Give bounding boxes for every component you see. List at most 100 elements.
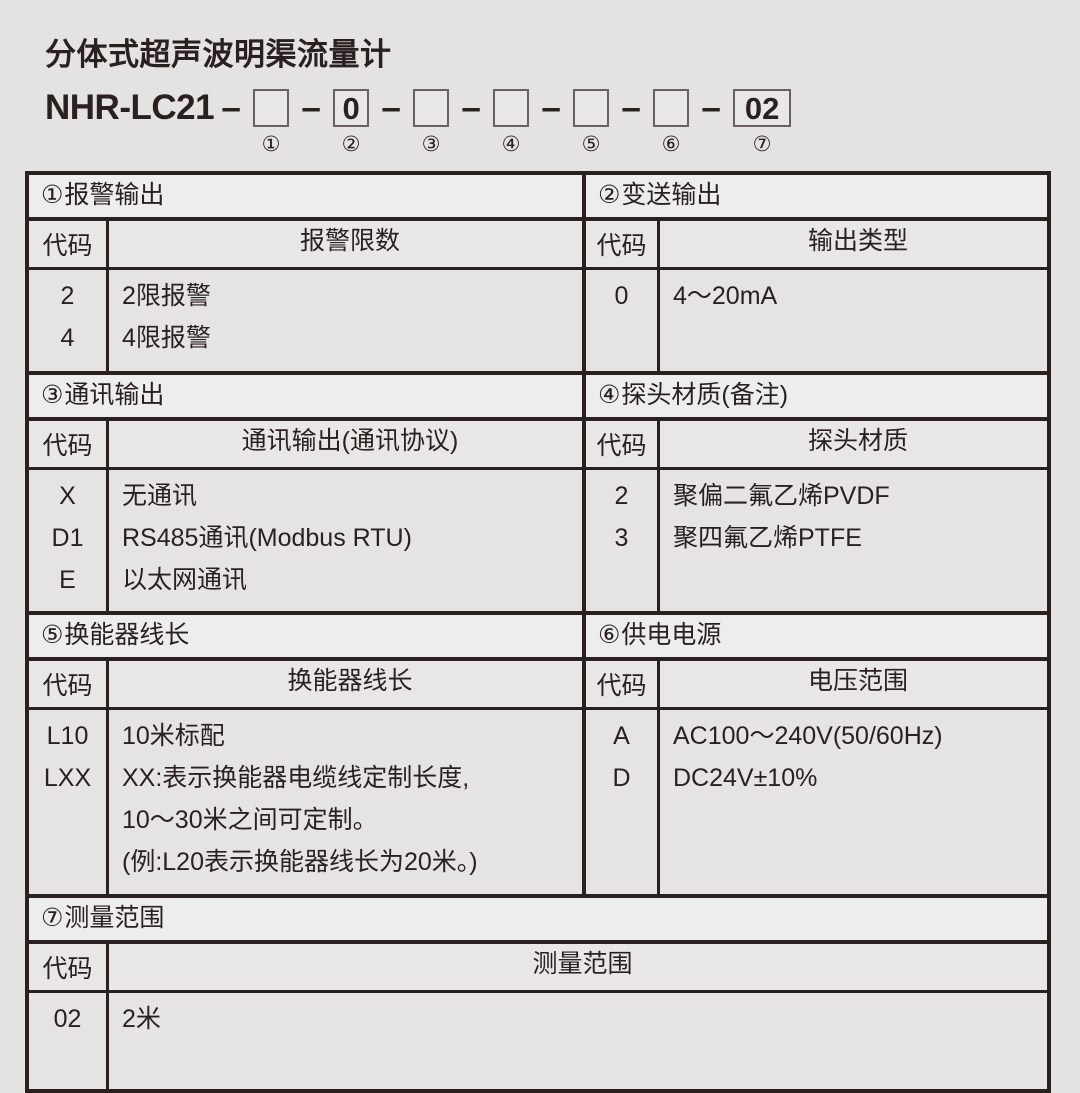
spec-section-2-marker: ②	[598, 181, 621, 210]
model-segment-7-box[interactable]: 02	[733, 89, 792, 128]
model-dash-2: –	[381, 88, 401, 128]
desc-value: 10米标配	[122, 722, 225, 751]
code-value: 2	[60, 282, 75, 311]
code-column: A D	[586, 710, 660, 895]
model-segment-4-box[interactable]	[493, 89, 530, 128]
desc-line: XX:表示换能器电缆线定制长度,	[122, 764, 470, 793]
model-dash-4: –	[541, 88, 561, 128]
desc-column: 2米	[109, 993, 1047, 1089]
spec-section-1-header: ① 报警输出	[29, 175, 582, 222]
model-segment-1[interactable]: ①	[248, 85, 294, 155]
spec-section-2-header: ② 变送输出	[586, 175, 1047, 222]
desc-value: AC100～240V(50/60Hz)	[673, 722, 943, 751]
spec-section-3-column-headers: 代码 通讯输出(通讯协议)	[29, 421, 582, 471]
desc-column: 10米标配 XX:表示换能器电缆线定制长度, 10～30米之间可定制。 (例:L…	[109, 710, 582, 894]
code-column: 0	[586, 270, 660, 372]
desc-value: 无通讯	[122, 482, 198, 511]
spec-section-2-body: 0 4～20mA	[586, 270, 1047, 372]
column-header-desc: 探头材质	[807, 427, 908, 456]
spec-section-5-column-headers: 代码 换能器线长	[29, 661, 582, 711]
column-header-desc: 报警限数	[299, 227, 400, 256]
page-title: 分体式超声波明渠流量计	[45, 37, 392, 72]
model-segment-6-box[interactable]	[653, 89, 690, 128]
desc-value: 聚四氟乙烯PTFE	[673, 524, 862, 553]
model-segment-5-marker: ⑤	[581, 133, 601, 157]
spec-section-1-body: 2 4 2限报警 4限报警	[29, 270, 582, 372]
spec-section-5-marker: ⑤	[41, 621, 64, 650]
spec-section-4-header: ④ 探头材质(备注)	[586, 375, 1047, 422]
code-value: LXX	[43, 764, 92, 793]
model-dash-0: –	[221, 88, 241, 128]
model-segment-1-marker: ①	[261, 133, 281, 157]
spec-section-4-title: 探头材质(备注)	[621, 381, 789, 410]
spec-section-7-column-headers: 代码 测量范围	[29, 944, 1047, 994]
model-segment-3[interactable]: ③	[408, 85, 454, 155]
code-column: 2 4	[29, 270, 109, 372]
desc-value: 4～20mA	[673, 282, 778, 311]
spec-section-4-marker: ④	[598, 381, 621, 410]
column-header-code: 代码	[29, 661, 109, 708]
model-segment-4-marker: ④	[501, 133, 521, 157]
model-segment-3-box[interactable]	[413, 89, 450, 128]
spec-section-row-2: ③ 通讯输出 代码 通讯输出(通讯协议) X D1 E 无通讯 RS485通讯(…	[29, 375, 1047, 616]
spec-section-1-column-headers: 代码 报警限数	[29, 221, 582, 271]
code-column: X D1 E	[29, 470, 109, 612]
desc-value: 2米	[122, 1005, 161, 1034]
model-dash-6: –	[701, 88, 721, 128]
model-segment-2-box[interactable]: 0	[333, 89, 370, 128]
code-column: L10 LXX	[29, 710, 109, 895]
code-value: 0	[614, 282, 629, 311]
spec-section-3-marker: ③	[41, 381, 64, 410]
spec-section-3-title: 通讯输出	[64, 381, 165, 410]
desc-column: AC100～240V(50/60Hz) DC24V±10%	[660, 710, 1047, 894]
model-segment-3-marker: ③	[421, 133, 441, 157]
specification-table: ① 报警输出 代码 报警限数 2 4 2限报警 4限报警 ②	[25, 171, 1051, 1093]
code-value: 2	[614, 482, 629, 511]
desc-value: DC24V±10%	[673, 764, 818, 793]
spec-section-7-body: 02 2米	[29, 993, 1047, 1090]
spec-section-3: ③ 通讯输出 代码 通讯输出(通讯协议) X D1 E 无通讯 RS485通讯(…	[29, 375, 586, 612]
spec-section-row-1: ① 报警输出 代码 报警限数 2 4 2限报警 4限报警 ②	[29, 175, 1047, 376]
spec-section-5-header: ⑤ 换能器线长	[29, 615, 582, 662]
spec-section-2-title: 变送输出	[621, 181, 722, 210]
code-value: 3	[614, 524, 629, 553]
desc-value: 以太网通讯	[122, 566, 248, 595]
column-header-desc: 通讯输出(通讯协议)	[241, 427, 459, 456]
column-header-desc: 电压范围	[807, 667, 908, 696]
desc-value: 2限报警	[122, 282, 211, 311]
desc-column: 无通讯 RS485通讯(Modbus RTU) 以太网通讯	[109, 470, 582, 611]
model-segment-4[interactable]: ④	[488, 85, 534, 155]
spec-section-6-marker: ⑥	[598, 621, 621, 650]
model-segment-7[interactable]: 02 ⑦	[728, 85, 796, 155]
spec-section-1-marker: ①	[41, 181, 64, 210]
model-dash-1: –	[301, 88, 321, 128]
desc-column: 4～20mA	[660, 270, 1047, 371]
desc-column: 2限报警 4限报警	[109, 270, 582, 371]
desc-column: 聚偏二氟乙烯PVDF 聚四氟乙烯PTFE	[660, 470, 1047, 611]
model-segment-5-box[interactable]	[573, 89, 610, 128]
code-value: D	[612, 764, 631, 793]
spec-section-row-3: ⑤ 换能器线长 代码 换能器线长 L10 LXX 10米标配 XX:表示换能器电…	[29, 615, 1047, 899]
spec-section-3-body: X D1 E 无通讯 RS485通讯(Modbus RTU) 以太网通讯	[29, 470, 582, 612]
code-column: 2 3	[586, 470, 660, 612]
model-segment-5[interactable]: ⑤	[568, 85, 614, 155]
spec-section-5-title: 换能器线长	[64, 621, 190, 650]
column-header-code: 代码	[29, 221, 109, 268]
spec-section-4-body: 2 3 聚偏二氟乙烯PVDF 聚四氟乙烯PTFE	[586, 470, 1047, 612]
spec-section-4-column-headers: 代码 探头材质	[586, 421, 1047, 471]
column-header-code: 代码	[29, 421, 109, 468]
spec-section-6-body: A D AC100～240V(50/60Hz) DC24V±10%	[586, 710, 1047, 895]
model-code-builder: NHR-LC21 – ① – 0 ② – ③ – ④ – ⑤ – ⑥	[45, 85, 1080, 159]
model-segment-1-box[interactable]	[253, 89, 290, 128]
spec-section-2: ② 变送输出 代码 输出类型 0 4～20mA	[586, 175, 1047, 372]
code-value: E	[59, 566, 76, 595]
code-value: 02	[53, 1005, 82, 1034]
model-segment-6[interactable]: ⑥	[648, 85, 694, 155]
spec-section-2-column-headers: 代码 输出类型	[586, 221, 1047, 271]
spec-section-5-body: L10 LXX 10米标配 XX:表示换能器电缆线定制长度, 10～30米之间可…	[29, 710, 582, 895]
column-header-code: 代码	[29, 944, 109, 991]
spec-section-6-column-headers: 代码 电压范围	[586, 661, 1047, 711]
model-segment-2[interactable]: 0 ②	[328, 85, 374, 155]
model-segment-6-marker: ⑥	[661, 133, 681, 157]
desc-value-multiline: XX:表示换能器电缆线定制长度, 10～30米之间可定制。 (例:L20表示换能…	[122, 757, 582, 883]
